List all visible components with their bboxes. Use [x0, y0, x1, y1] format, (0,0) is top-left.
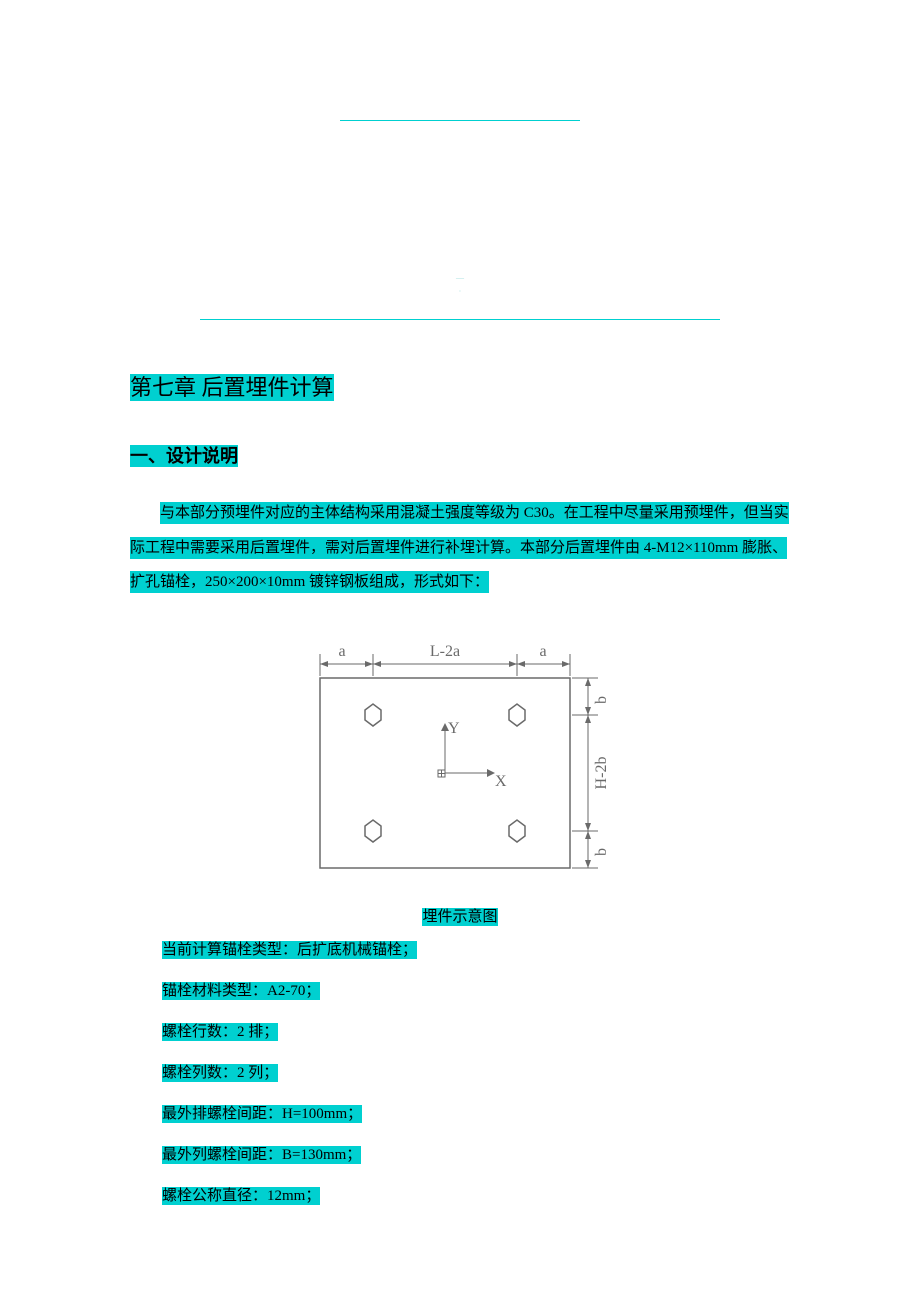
- spec-item: 最外列螺栓间距：B=130mm；: [162, 1145, 790, 1166]
- svg-text:a: a: [338, 643, 345, 660]
- spec-item: 螺栓行数：2 排；: [162, 1022, 790, 1043]
- diagram-caption: 埋件示意图: [130, 905, 790, 926]
- coordinate-axes: Y X: [438, 720, 507, 790]
- chapter-title: 第七章 后置埋件计算: [130, 370, 790, 402]
- section-title: 一、设计说明: [130, 442, 790, 468]
- svg-text:a: a: [539, 643, 546, 660]
- svg-text:X: X: [495, 773, 507, 790]
- svg-text:b: b: [593, 696, 610, 704]
- body-paragraph: 与本部分预埋件对应的主体结构采用混凝土强度等级为 C30。在工程中尽量采用预埋件…: [130, 496, 790, 600]
- right-dimensions: b H-2b b: [572, 678, 610, 868]
- svg-text:H-2b: H-2b: [593, 756, 610, 789]
- spec-item: 螺栓列数：2 列；: [162, 1063, 790, 1084]
- spec-item: 锚栓材料类型：A2-70；: [162, 981, 790, 1002]
- plate-diagram: Y X a L-2a: [130, 618, 790, 893]
- tiny-marks: — ·: [130, 271, 790, 299]
- wide-divider: [200, 319, 720, 320]
- spec-item: 螺栓公称直径：12mm；: [162, 1186, 790, 1207]
- svg-text:Y: Y: [448, 720, 460, 737]
- spec-item: 当前计算锚栓类型：后扩底机械锚栓；: [162, 940, 790, 961]
- svg-text:L-2a: L-2a: [430, 643, 460, 660]
- top-dimensions: a L-2a a: [320, 643, 570, 676]
- svg-text:b: b: [593, 848, 610, 856]
- spec-list: 当前计算锚栓类型：后扩底机械锚栓； 锚栓材料类型：A2-70； 螺栓行数：2 排…: [130, 940, 790, 1207]
- top-divider: [340, 120, 580, 121]
- page-content: — · 第七章 后置埋件计算 一、设计说明 与本部分预埋件对应的主体结构采用混凝…: [0, 0, 920, 1287]
- spec-item: 最外排螺栓间距：H=100mm；: [162, 1104, 790, 1125]
